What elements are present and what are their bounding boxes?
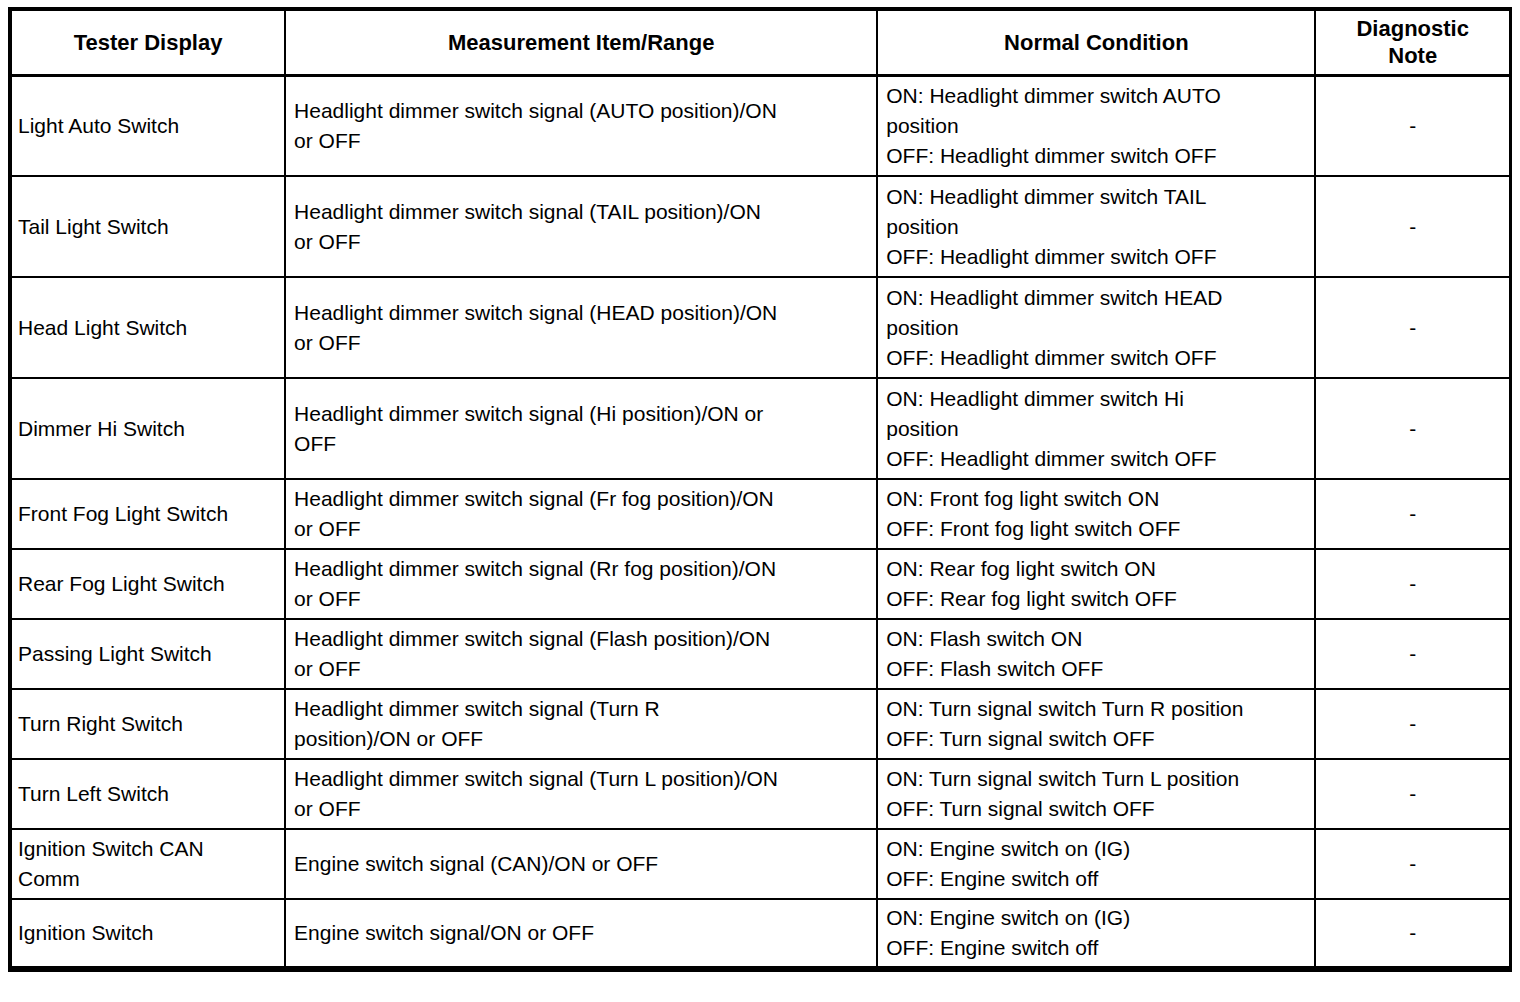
measurement-cell: Headlight dimmer switch signal (Rr fog p…	[285, 549, 877, 619]
measurement-cell: Headlight dimmer switch signal (Turn L p…	[285, 759, 877, 829]
diagnostic-note-cell: -	[1315, 176, 1510, 277]
table-row: Head Light Switch Headlight dimmer switc…	[10, 277, 1511, 378]
normal-condition-cell: ON: Front fog light switch ON OFF: Front…	[877, 479, 1315, 549]
tester-display-cell: Dimmer Hi Switch	[10, 378, 285, 479]
table-row: Turn Left Switch Headlight dimmer switch…	[10, 759, 1511, 829]
tester-display-cell: Turn Left Switch	[10, 759, 285, 829]
table-row: Ignition Switch Engine switch signal/ON …	[10, 899, 1511, 969]
measurement-cell: Headlight dimmer switch signal (HEAD pos…	[285, 277, 877, 378]
diagnostic-note-cell: -	[1315, 759, 1510, 829]
document-page: Tester Display Measurement Item/Range No…	[0, 0, 1520, 1002]
column-header-tester-display: Tester Display	[10, 9, 285, 75]
normal-condition-cell: ON: Turn signal switch Turn L position O…	[877, 759, 1315, 829]
normal-condition-cell: ON: Headlight dimmer switch AUTO positio…	[877, 75, 1315, 176]
table-header-row: Tester Display Measurement Item/Range No…	[10, 9, 1511, 75]
table-row: Passing Light Switch Headlight dimmer sw…	[10, 619, 1511, 689]
diagnostic-note-cell: -	[1315, 899, 1510, 969]
table-row: Turn Right Switch Headlight dimmer switc…	[10, 689, 1511, 759]
measurement-cell: Headlight dimmer switch signal (Turn R p…	[285, 689, 877, 759]
tester-display-cell: Rear Fog Light Switch	[10, 549, 285, 619]
data-list-table: Tester Display Measurement Item/Range No…	[8, 7, 1512, 972]
table-row: Rear Fog Light Switch Headlight dimmer s…	[10, 549, 1511, 619]
diagnostic-note-cell: -	[1315, 277, 1510, 378]
measurement-cell: Headlight dimmer switch signal (Fr fog p…	[285, 479, 877, 549]
table-row: Ignition Switch CAN Comm Engine switch s…	[10, 829, 1511, 899]
diagnostic-note-cell: -	[1315, 549, 1510, 619]
diagnostic-note-cell: -	[1315, 829, 1510, 899]
diagnostic-note-cell: -	[1315, 75, 1510, 176]
measurement-cell: Headlight dimmer switch signal (AUTO pos…	[285, 75, 877, 176]
tester-display-cell: Head Light Switch	[10, 277, 285, 378]
table-row: Light Auto Switch Headlight dimmer switc…	[10, 75, 1511, 176]
normal-condition-cell: ON: Turn signal switch Turn R position O…	[877, 689, 1315, 759]
normal-condition-cell: ON: Flash switch ON OFF: Flash switch OF…	[877, 619, 1315, 689]
normal-condition-cell: ON: Rear fog light switch ON OFF: Rear f…	[877, 549, 1315, 619]
measurement-cell: Headlight dimmer switch signal (Hi posit…	[285, 378, 877, 479]
diagnostic-note-cell: -	[1315, 619, 1510, 689]
tester-display-cell: Ignition Switch	[10, 899, 285, 969]
measurement-cell: Engine switch signal/ON or OFF	[285, 899, 877, 969]
tester-display-cell: Tail Light Switch	[10, 176, 285, 277]
table-row: Front Fog Light Switch Headlight dimmer …	[10, 479, 1511, 549]
measurement-cell: Headlight dimmer switch signal (TAIL pos…	[285, 176, 877, 277]
diagnostic-note-cell: -	[1315, 378, 1510, 479]
diagnostic-note-cell: -	[1315, 689, 1510, 759]
normal-condition-cell: ON: Headlight dimmer switch Hi position …	[877, 378, 1315, 479]
normal-condition-cell: ON: Engine switch on (IG) OFF: Engine sw…	[877, 899, 1315, 969]
diagnostic-note-cell: -	[1315, 479, 1510, 549]
column-header-diagnostic-note: Diagnostic Note	[1315, 9, 1510, 75]
normal-condition-cell: ON: Engine switch on (IG) OFF: Engine sw…	[877, 829, 1315, 899]
tester-display-cell: Front Fog Light Switch	[10, 479, 285, 549]
tester-display-cell: Turn Right Switch	[10, 689, 285, 759]
tester-display-cell: Light Auto Switch	[10, 75, 285, 176]
measurement-cell: Headlight dimmer switch signal (Flash po…	[285, 619, 877, 689]
tester-display-cell: Ignition Switch CAN Comm	[10, 829, 285, 899]
table-row: Tail Light Switch Headlight dimmer switc…	[10, 176, 1511, 277]
normal-condition-cell: ON: Headlight dimmer switch HEAD positio…	[877, 277, 1315, 378]
table-row: Dimmer Hi Switch Headlight dimmer switch…	[10, 378, 1511, 479]
normal-condition-cell: ON: Headlight dimmer switch TAIL positio…	[877, 176, 1315, 277]
column-header-normal-condition: Normal Condition	[877, 9, 1315, 75]
tester-display-cell: Passing Light Switch	[10, 619, 285, 689]
measurement-cell: Engine switch signal (CAN)/ON or OFF	[285, 829, 877, 899]
column-header-measurement-item-range: Measurement Item/Range	[285, 9, 877, 75]
